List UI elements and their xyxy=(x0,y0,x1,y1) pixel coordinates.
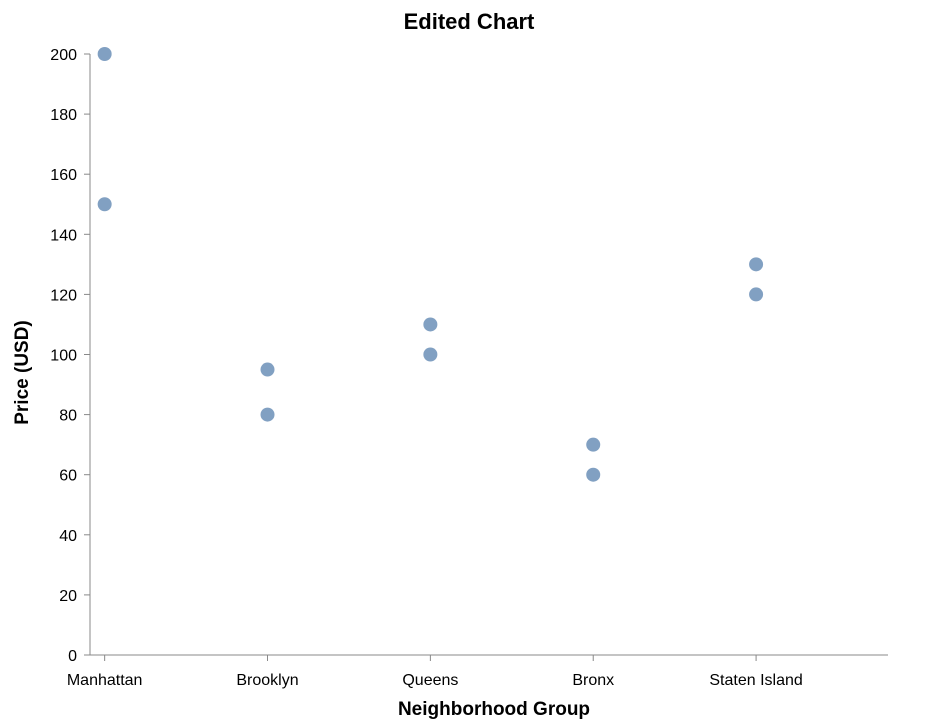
y-tick-label: 20 xyxy=(59,588,77,605)
y-tick-label: 120 xyxy=(50,287,77,304)
x-tick-label: Manhattan xyxy=(67,672,143,689)
x-tick-label: Staten Island xyxy=(709,672,802,689)
data-point xyxy=(423,317,438,332)
data-point xyxy=(97,197,112,212)
chart-title: Edited Chart xyxy=(404,9,535,34)
data-point xyxy=(586,467,601,482)
y-tick-label: 60 xyxy=(59,468,77,485)
data-points xyxy=(97,47,764,482)
y-tick-label: 180 xyxy=(50,107,77,124)
y-tick-label: 80 xyxy=(59,408,77,425)
x-axis: Manhattan Brooklyn Queens Bronx Staten Islan… xyxy=(67,654,888,689)
x-axis-title: Neighborhood Group xyxy=(398,699,590,720)
data-point xyxy=(423,347,438,362)
x-tick-label: Queens xyxy=(402,672,458,689)
y-axis: 0 20 40 60 80 100 120 140 160 180 200 xyxy=(50,47,91,665)
data-point xyxy=(749,287,764,302)
x-tick-label: Brooklyn xyxy=(236,672,298,689)
x-tick-label: Bronx xyxy=(572,672,614,689)
data-point xyxy=(586,437,601,452)
data-point xyxy=(97,47,112,61)
y-tick-label: 140 xyxy=(50,227,77,244)
data-point xyxy=(260,407,275,422)
y-tick-label: 160 xyxy=(50,167,77,184)
data-point xyxy=(260,362,275,377)
y-tick-label: 200 xyxy=(50,47,77,64)
y-tick-label: 100 xyxy=(50,348,77,365)
y-tick-label: 40 xyxy=(59,528,77,545)
y-axis-title: Price (USD) xyxy=(12,320,33,425)
y-tick-label: 0 xyxy=(68,648,77,665)
data-point xyxy=(749,257,764,272)
